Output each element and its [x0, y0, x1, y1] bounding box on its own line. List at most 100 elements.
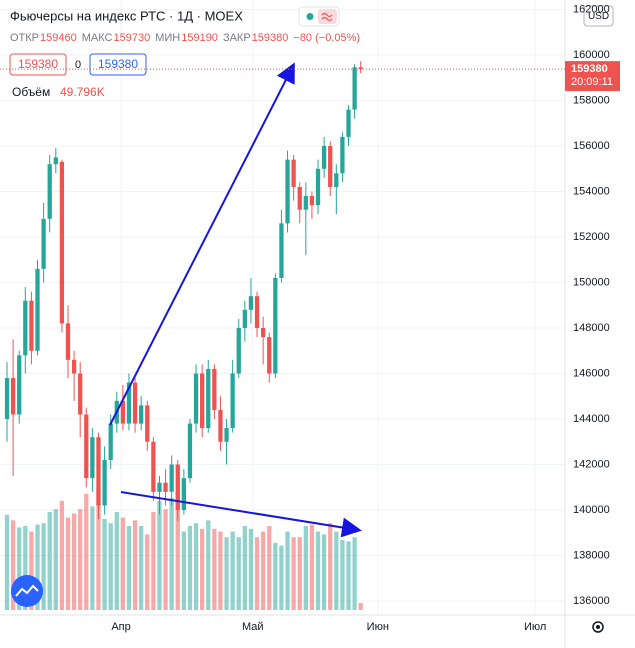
- candle-body: [65, 323, 71, 360]
- currency-button[interactable]: [583, 5, 614, 27]
- logo[interactable]: [11, 575, 43, 607]
- x-tick-label: Май: [242, 621, 264, 633]
- candle-body: [291, 159, 296, 187]
- volume-bar: [90, 506, 95, 610]
- ohlc-key: МИН: [155, 32, 180, 44]
- last-price-label: 159380: [571, 63, 608, 75]
- ohlc-value: 159460: [40, 32, 77, 44]
- candle-body: [242, 309, 247, 329]
- volume-bar: [4, 514, 10, 610]
- volume-bar: [334, 531, 339, 610]
- settings-icon-center: [596, 625, 600, 629]
- y-tick-label: 138000: [573, 549, 610, 561]
- y-tick-label: 156000: [573, 140, 610, 152]
- candle-body: [145, 405, 150, 442]
- y-tick-label: 154000: [573, 185, 610, 197]
- ohlc-change: −80 (−0.05%): [293, 32, 360, 44]
- ohlc-legend: ОТКР 159460 МАКС 159730 МИН 159190 ЗАКР 159380−…: [10, 32, 360, 44]
- volume-bar: [279, 545, 284, 610]
- candle-body: [206, 368, 211, 429]
- x-tick-label: Апр: [111, 621, 130, 633]
- volume-title: Объём: [12, 85, 50, 99]
- candle-body: [303, 196, 308, 210]
- candle-body: [328, 146, 333, 187]
- volume-bar: [261, 531, 266, 610]
- candle-body: [181, 478, 186, 511]
- candle-body: [151, 441, 156, 492]
- logo-icon: [15, 584, 39, 597]
- y-tick-label: 158000: [573, 94, 610, 106]
- volume-bar: [181, 531, 186, 610]
- trend-arrow: [120, 491, 362, 538]
- candle-body: [187, 423, 193, 479]
- volume-bar: [218, 531, 223, 610]
- candle-body: [212, 368, 217, 410]
- candle-body: [267, 337, 272, 374]
- candle-body: [285, 159, 290, 224]
- ohlc-key: ЗАКР: [223, 32, 251, 44]
- volume-bar: [321, 534, 327, 610]
- candle-body: [175, 464, 180, 511]
- ohlc-value: 159380: [252, 32, 289, 44]
- y-tick-label: 136000: [573, 595, 610, 607]
- volume-bar: [47, 512, 52, 610]
- candle-body: [352, 67, 357, 110]
- volume-bar: [120, 517, 126, 610]
- market-open-dot: [306, 13, 314, 20]
- volume-bar: [352, 537, 357, 610]
- candle-body: [309, 196, 315, 206]
- volume-bar: [267, 526, 272, 610]
- buy-box[interactable]: [89, 53, 147, 76]
- volume-bar: [23, 526, 28, 610]
- volume-bar: [108, 523, 113, 610]
- last-price-tag: [565, 61, 620, 92]
- volume-bar: [139, 526, 144, 610]
- x-tick-label: Июн: [367, 621, 389, 633]
- y-tick-label: 148000: [573, 322, 610, 334]
- volume-bar: [187, 526, 193, 610]
- candle-body: [102, 459, 107, 506]
- volume-value: 49.796K: [60, 85, 105, 99]
- volume-pane: [4, 489, 363, 610]
- volume-bar: [230, 531, 235, 610]
- candle-body: [35, 268, 40, 351]
- volume-bar: [175, 492, 180, 610]
- volume-bar: [206, 520, 211, 610]
- candle-body: [90, 437, 95, 479]
- candle-body: [23, 300, 28, 356]
- volume-bar: [65, 517, 71, 610]
- candle-body: [254, 296, 260, 329]
- candle-body: [358, 67, 363, 70]
- volume-bar: [17, 527, 22, 610]
- y-tick-label: 152000: [573, 231, 610, 243]
- candle-body: [78, 373, 83, 415]
- volume-bar: [309, 524, 315, 610]
- candle-body: [157, 482, 162, 492]
- sell-box[interactable]: [9, 53, 67, 76]
- ohlc-key: МАКС: [82, 32, 113, 44]
- volume-bar: [53, 509, 58, 610]
- sell-price: 159380: [18, 57, 58, 71]
- chart-title: Фьючерсы на индекс РТС · 1Д · MOEX: [10, 8, 243, 23]
- candle-body: [279, 223, 284, 278]
- volume-bar: [328, 523, 333, 610]
- candle-body: [273, 277, 278, 374]
- ohlc-value: 159190: [181, 32, 218, 44]
- currency: USD: [588, 11, 609, 22]
- candle-body: [334, 173, 339, 187]
- volume-bar: [200, 528, 205, 610]
- volume-bar: [291, 537, 296, 610]
- candle-body: [261, 328, 266, 338]
- volume-bar: [273, 542, 278, 610]
- volume-bar: [145, 534, 150, 610]
- candle-body: [163, 482, 168, 492]
- spread: 0: [75, 59, 81, 71]
- y-tick-label: 140000: [573, 504, 610, 516]
- volume-bar: [169, 498, 174, 610]
- candle-body: [71, 359, 77, 374]
- settings-icon[interactable]: [592, 621, 604, 633]
- volume-bar: [29, 531, 34, 610]
- candle-body: [200, 373, 205, 429]
- candle-body: [47, 164, 52, 219]
- candle-body: [10, 378, 16, 415]
